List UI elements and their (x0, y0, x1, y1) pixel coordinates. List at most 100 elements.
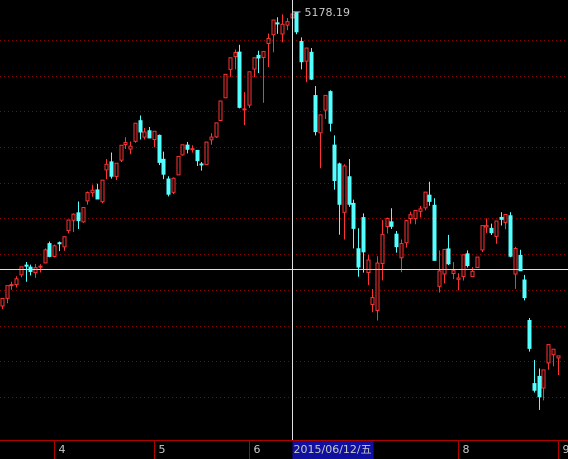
candle-body (313, 95, 318, 133)
crosshair-date-box (292, 441, 374, 459)
candle-body (380, 233, 385, 264)
candle-body (195, 149, 200, 162)
candle-body (57, 242, 62, 245)
candle-body (465, 253, 470, 266)
candle-body (408, 214, 413, 219)
candle-body (233, 51, 238, 58)
candle-body (204, 141, 209, 166)
candle-body (551, 348, 556, 356)
x-tick-label: 4 (59, 443, 66, 456)
candle-body (404, 220, 409, 244)
x-axis-strip (0, 440, 568, 459)
crosshair-date-label: 2015/06/12/五 (294, 443, 372, 456)
candle-body (508, 215, 513, 257)
candle-body (38, 265, 43, 268)
candle-body (104, 163, 109, 171)
candle-body (214, 122, 219, 138)
candle-body (256, 54, 261, 59)
candle-body (280, 23, 285, 35)
candle-body (247, 71, 252, 106)
candle-body (522, 279, 527, 299)
candle-body (142, 131, 147, 138)
candle-body (95, 189, 100, 200)
candle-body (446, 248, 451, 265)
candle-body (518, 254, 523, 272)
candle-body (399, 243, 404, 259)
candle-body (351, 202, 356, 229)
candle-body (266, 37, 271, 44)
candle-body (494, 220, 499, 237)
candle-body (427, 194, 432, 202)
candle-body (43, 249, 48, 264)
candle-body (90, 189, 95, 194)
candle-body (489, 227, 494, 234)
candle-body (123, 142, 128, 145)
candle-body (19, 266, 24, 276)
candle-body (166, 178, 171, 195)
candle-body (5, 285, 10, 299)
candle-body (394, 233, 399, 248)
candle-body (361, 217, 366, 253)
candle-body (271, 19, 276, 36)
candle-body (128, 145, 133, 150)
candle-body (24, 264, 29, 267)
candle-body (484, 225, 489, 228)
x-tick-label: 5 (159, 443, 166, 456)
candle-body (328, 91, 333, 124)
candle-body (190, 148, 195, 151)
candle-body (152, 130, 157, 140)
candle-body (47, 243, 52, 257)
candle-body (228, 57, 233, 70)
candle-body (375, 262, 380, 311)
candle-body (470, 270, 475, 278)
candle-body (461, 254, 466, 278)
candle-body (209, 136, 214, 141)
candle-body (432, 204, 437, 261)
candle-body (71, 213, 76, 221)
candle-body (223, 73, 228, 99)
candle-body (52, 245, 57, 257)
candle-body (418, 208, 423, 212)
candle-body (33, 267, 38, 274)
candle-body (451, 270, 456, 275)
candle-body (513, 248, 518, 275)
candle-body (480, 225, 485, 251)
candle-body (100, 179, 105, 203)
candle-body (85, 192, 90, 202)
candle-body (337, 163, 342, 205)
candle-body (237, 51, 242, 108)
candle-body (242, 108, 247, 111)
candle-body (185, 144, 190, 150)
candle-body (475, 256, 480, 269)
candle-body (318, 114, 323, 134)
candle-body (556, 355, 561, 359)
x-tick-label: 6 (254, 443, 261, 456)
candle-body (423, 191, 428, 209)
candle-body (14, 278, 19, 286)
candle-body (114, 162, 119, 177)
candle-body (389, 221, 394, 227)
candle-body (537, 375, 542, 398)
candle-body (532, 383, 537, 391)
candle-body (133, 122, 138, 142)
candle-body (385, 217, 390, 227)
candle-body (199, 163, 204, 166)
candle-body (437, 270, 442, 287)
candle-body (332, 144, 337, 182)
candle-body (218, 100, 223, 122)
candle-body (109, 161, 114, 177)
candle-body (541, 369, 546, 389)
candle-body (171, 177, 176, 193)
candle-body (275, 22, 280, 25)
candle-body (347, 176, 352, 205)
candle-body (294, 12, 299, 33)
x-tick-label: 8 (463, 443, 470, 456)
candle-body (456, 277, 461, 280)
candle-body (527, 320, 532, 349)
candle-body (546, 344, 551, 364)
candle-body (76, 212, 81, 222)
candle-body (138, 120, 143, 133)
candle-body (370, 297, 375, 305)
